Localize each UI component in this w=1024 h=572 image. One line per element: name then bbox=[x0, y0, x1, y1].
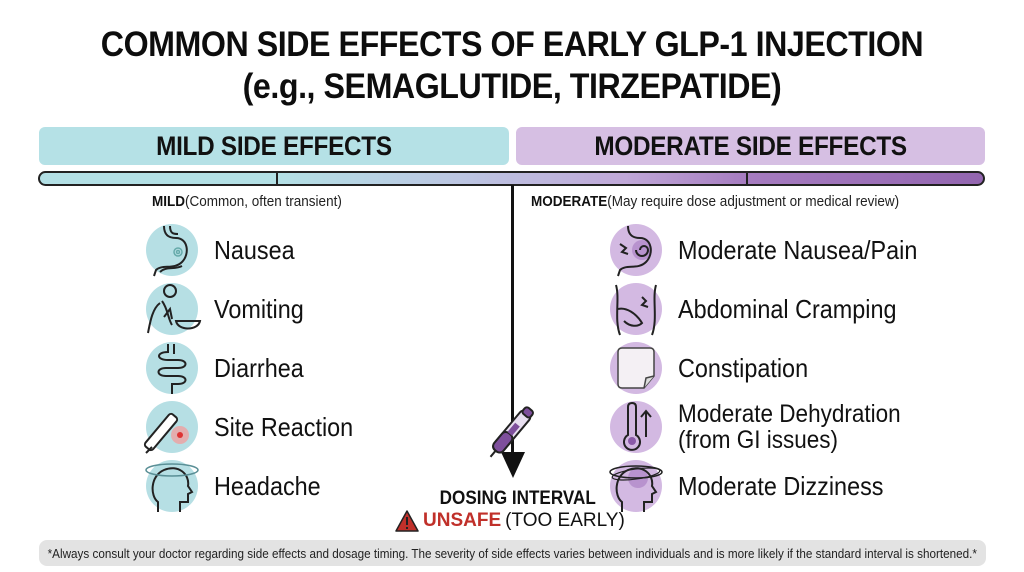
stomach-pain-icon bbox=[610, 224, 662, 277]
moderate-subtitle-bold: MODERATE bbox=[531, 193, 608, 210]
head-icon bbox=[145, 460, 199, 512]
disclaimer-footer: *Always consult your doctor regarding si… bbox=[39, 540, 986, 566]
dosing-interval-label: DOSING INTERVAL bbox=[418, 488, 618, 510]
item-label-line-2: (from GI issues) bbox=[678, 426, 839, 454]
vomiting-person-icon bbox=[146, 283, 202, 335]
scale-divider-right bbox=[746, 173, 748, 184]
stomach-icon bbox=[146, 224, 198, 277]
page-title: COMMON SIDE EFFECTS OF EARLY GLP-1 INJEC… bbox=[41, 24, 983, 108]
moderate-header: MODERATE SIDE EFFECTS bbox=[516, 127, 985, 165]
intestine-icon bbox=[146, 342, 198, 394]
moderate-item-dizziness: Moderate Dizziness bbox=[609, 460, 906, 512]
moderate-item-nausea-pain: Moderate Nausea/Pain bbox=[610, 224, 944, 277]
item-label: Headache bbox=[214, 471, 321, 501]
item-label: Moderate Dehydration bbox=[678, 400, 901, 428]
moderate-item-dehydration: Moderate Dehydration (from GI issues) bbox=[610, 401, 925, 453]
dosing-timeline-line bbox=[511, 185, 514, 455]
item-label: Diarrhea bbox=[214, 353, 304, 383]
mild-subtitle-text: (Common, often transient) bbox=[185, 193, 342, 210]
mild-item-diarrhea: Diarrhea bbox=[146, 342, 314, 394]
mild-item-nausea: Nausea bbox=[146, 224, 304, 277]
title-line-1: COMMON SIDE EFFECTS OF EARLY GLP-1 INJEC… bbox=[100, 25, 924, 64]
disclaimer-text: *Always consult your doctor regarding si… bbox=[47, 545, 978, 561]
dizzy-head-icon bbox=[609, 460, 663, 512]
abdomen-cramp-icon bbox=[610, 283, 662, 336]
mild-subtitle: MILD (Common, often transient) bbox=[152, 193, 363, 210]
down-arrow-icon bbox=[501, 452, 525, 478]
moderate-subtitle: MODERATE (May require dose adjustment or… bbox=[531, 193, 940, 210]
title-line-2: (e.g., SEMAGLUTIDE, TIRZEPATIDE) bbox=[242, 67, 782, 106]
mild-item-headache: Headache bbox=[145, 460, 333, 512]
mild-item-site-reaction: Site Reaction bbox=[143, 401, 369, 454]
moderate-item-constipation: Constipation bbox=[610, 342, 823, 394]
item-label: Site Reaction bbox=[214, 412, 354, 442]
moderate-item-abdominal-cramping: Abdominal Cramping bbox=[610, 283, 921, 336]
unsafe-warning: UNSAFE (TOO EARLY) bbox=[395, 510, 625, 532]
mild-header: MILD SIDE EFFECTS bbox=[39, 127, 509, 165]
moderate-header-label: MODERATE SIDE EFFECTS bbox=[594, 130, 907, 161]
item-label: Nausea bbox=[214, 235, 295, 265]
item-label: Abdominal Cramping bbox=[678, 294, 897, 324]
mild-header-label: MILD SIDE EFFECTS bbox=[156, 130, 392, 161]
item-label: Moderate Nausea/Pain bbox=[678, 235, 918, 265]
severity-scale-bar bbox=[38, 171, 985, 186]
thermometer-icon bbox=[610, 401, 662, 453]
blocked-square-icon bbox=[610, 342, 662, 394]
mild-item-vomiting: Vomiting bbox=[146, 283, 314, 335]
injection-pen-icon bbox=[143, 401, 198, 454]
dosing-interval-text: DOSING INTERVAL bbox=[439, 488, 597, 509]
scale-divider-left bbox=[276, 173, 278, 184]
item-label: Moderate Dizziness bbox=[678, 471, 884, 501]
warning-icon bbox=[395, 510, 419, 532]
mild-subtitle-bold: MILD bbox=[152, 193, 186, 210]
moderate-subtitle-text: (May require dose adjustment or medical … bbox=[607, 193, 900, 210]
unsafe-label: UNSAFE bbox=[423, 510, 502, 531]
too-early-label: (TOO EARLY) bbox=[505, 510, 625, 531]
injection-pen-icon bbox=[489, 406, 534, 458]
item-label: Vomiting bbox=[214, 294, 304, 324]
item-label: Constipation bbox=[678, 353, 809, 383]
